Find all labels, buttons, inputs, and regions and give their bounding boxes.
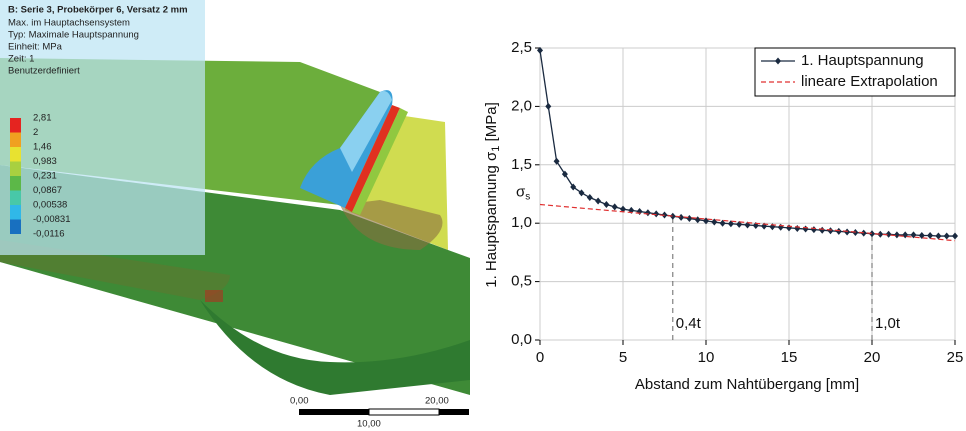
fem-model [0,0,470,395]
data-point [885,230,892,238]
y-tick-label: 0,0 [511,331,532,348]
data-point [603,201,610,209]
legend-label: lineare Extrapolation [801,73,938,90]
fem-color [10,190,21,205]
data-point [686,215,693,223]
fem-color [10,118,21,133]
annotation-label: 1,0t [875,315,901,332]
data-point [844,228,851,236]
data-point [537,46,543,54]
scale-label: 10,00 [357,419,381,430]
y-tick-label: 1,0 [511,214,532,231]
annotation-label: 0,4t [676,315,702,332]
data-point [943,232,950,240]
series-line [539,203,956,242]
fem-level: -0,00831 [33,214,71,225]
data-point [669,212,676,220]
scale-label: 0,00 [290,396,309,407]
legend-marker [775,57,781,65]
data-point [952,232,958,240]
fem-level: 0,983 [33,156,57,167]
data-point [794,224,801,232]
data-point [553,157,560,165]
y-tick-label: 2,5 [511,39,532,56]
data-point [561,170,568,178]
y-axis-label: 1. Hauptspannung σ1 [MPa] [483,102,502,288]
fem-level: -0,0116 [33,229,65,240]
data-point [893,231,900,239]
legend-box [754,47,956,97]
fem-level: 2,81 [33,113,52,124]
data-point [586,194,593,202]
fem-color [10,219,21,234]
data-point [595,197,602,205]
data-point [570,183,577,191]
data-point [777,223,784,231]
data-point [653,210,660,218]
sigma-label: σs [516,183,530,202]
data-point [827,227,834,235]
y-label-part: 1 [490,146,502,152]
fem-legend: B: Serie 3, Probekörper 6, Versatz 2 mm … [8,5,188,240]
chart: Abstand zum Nahtübergang [mm] 1. Hauptsp… [483,39,963,393]
data-point [636,208,643,216]
fem-color [10,132,21,147]
fem-info: Max. im Hauptachsensystem [8,18,130,29]
fem-info: Benutzerdefiniert [8,66,80,77]
fem-color [10,176,21,191]
data-point [786,224,792,232]
data-point [578,189,585,197]
fem-info: Zeit: 1 [8,54,34,65]
data-point [927,231,934,239]
sigma-subscript: s [525,191,530,202]
fem-level: 0,0867 [33,185,62,196]
data-point [869,230,875,238]
fem-level: 2 [33,127,38,138]
fem-level: 0,00538 [33,200,67,211]
fem-color [10,161,21,176]
data-point [611,203,618,211]
y-tick-label: 2,0 [511,97,532,114]
fem-info: Typ: Maximale Hauptspannung [8,30,139,41]
fem-title: B: Serie 3, Probekörper 6, Versatz 2 mm [8,5,188,16]
y-tick-label: 1,5 [511,156,532,173]
legend-label: 1. Hauptspannung [801,52,924,69]
fem-level: 1,46 [33,142,52,153]
x-tick-label: 15 [781,349,798,366]
data-point [719,219,726,227]
x-tick-label: 25 [947,349,964,366]
y-label-part: 1. Hauptspannung σ [483,151,500,288]
data-point [545,102,552,110]
data-point [644,209,651,217]
y-label-part: [MPa] [483,102,500,145]
data-point [902,231,909,239]
fem-color [10,205,21,220]
sigma-symbol: σ [516,183,526,200]
x-tick-label: 5 [619,349,627,366]
data-point [810,226,817,234]
data-point [694,216,701,224]
x-tick-label: 10 [698,349,715,366]
data-point [835,227,842,235]
fem-level: 0,231 [33,171,57,182]
y-tick-label: 0,5 [511,273,532,290]
data-point [727,220,734,228]
data-point [620,205,626,213]
data-point [802,225,809,233]
scale-bar: 0,00 20,00 10,00 [290,396,469,430]
data-point [819,226,826,234]
x-tick-label: 20 [864,349,881,366]
x-axis-label: Abstand zum Nahtübergang [mm] [635,376,859,393]
data-point [918,231,925,239]
data-point [678,213,685,221]
data-point [935,232,942,240]
scale-label: 20,00 [425,396,449,407]
data-point [877,230,884,238]
fem-info: Einheit: MPa [8,42,63,53]
x-tick-label: 0 [536,349,544,366]
fem-color [10,147,21,162]
